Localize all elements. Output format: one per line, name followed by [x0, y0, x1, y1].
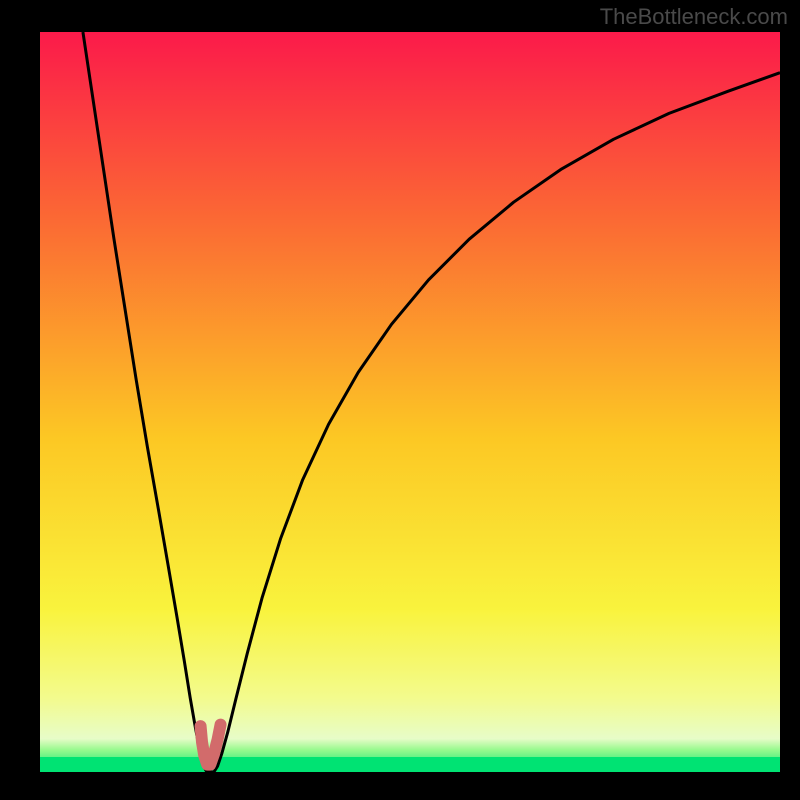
- bottleneck-curve: [83, 32, 780, 772]
- curve-layer: [40, 32, 780, 772]
- plot-area: [40, 32, 780, 772]
- plot-frame: [40, 32, 780, 772]
- watermark-text: TheBottleneck.com: [600, 4, 788, 30]
- valley-marker-u: [201, 725, 221, 765]
